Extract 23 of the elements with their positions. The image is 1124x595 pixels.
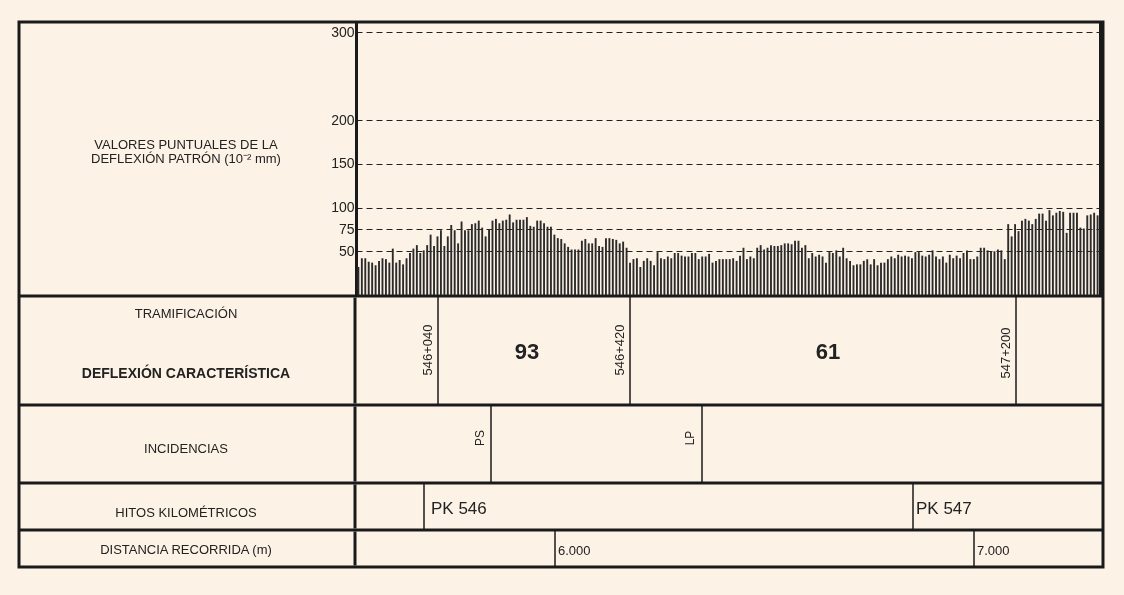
text: 93: [514, 339, 540, 364]
text: HITOS KILOMÉTRICOS: [115, 504, 257, 520]
text: DEFLEXIÓN CARACTERÍSTICA: [81, 365, 291, 381]
text: LP: [683, 430, 697, 446]
text: TRAMIFICACIÓN: [134, 305, 238, 321]
text: PK 546: [431, 498, 487, 518]
y-tick-label: 200: [331, 111, 355, 128]
text: 547+200: [997, 327, 1013, 379]
text: 7.000: [977, 542, 1010, 558]
text: INCIDENCIAS: [144, 440, 228, 456]
text: PS: [473, 429, 487, 447]
text: 546+420: [611, 324, 627, 376]
y-tick-label: 100: [331, 199, 355, 215]
y-tick-label: 150: [331, 155, 355, 172]
text: DISTANCIA RECORRIDA (m): [100, 541, 272, 557]
y-tick-label: 300: [331, 24, 355, 40]
y-axis-title: VALORES PUNTUALES DE LA DEFLEXIÓN PATRÓN (10⁻² mm): [90, 137, 282, 166]
text: 61: [815, 339, 841, 364]
y-tick-label: 75: [338, 220, 355, 237]
text: 546+040: [419, 324, 435, 376]
text: PK 547: [916, 498, 972, 518]
y-tick-label: 50: [338, 242, 355, 259]
text: 6.000: [558, 542, 591, 558]
